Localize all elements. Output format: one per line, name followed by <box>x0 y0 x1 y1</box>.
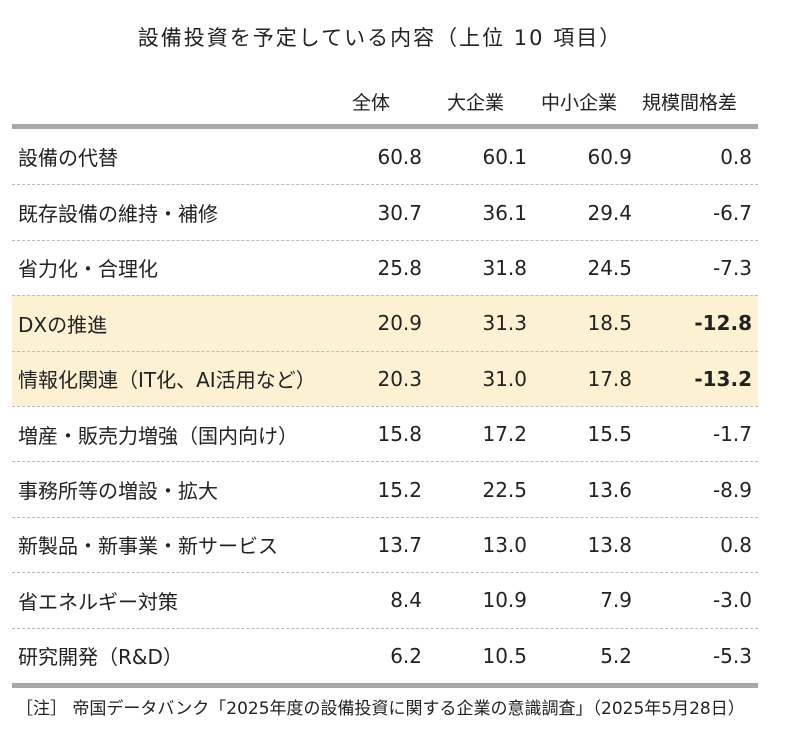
cell-value: 7.9 <box>600 588 632 613</box>
cell-value: 13.6 <box>587 477 632 502</box>
cell-value: -1.7 <box>712 422 752 447</box>
cell-value: -6.7 <box>712 200 752 225</box>
cell-value: 10.5 <box>482 643 527 668</box>
row-label: DXの推進 <box>18 312 108 337</box>
cell-value: 18.5 <box>587 311 632 336</box>
cell-value: 15.2 <box>377 477 422 502</box>
cell-value: -12.8 <box>694 311 752 336</box>
row-label: 事務所等の増設・拡大 <box>18 479 218 504</box>
header-all: 全体 <box>352 92 391 114</box>
table-title: 設備投資を予定している内容（上位 10 項目） <box>137 26 623 50</box>
cell-value: -13.2 <box>694 366 752 391</box>
cell-value: 60.1 <box>482 144 527 169</box>
table-row: 事務所等の増設・拡大 15.2 22.5 13.6 -8.9 <box>12 461 758 516</box>
cell-value: 30.7 <box>377 200 422 225</box>
cell-value: 0.8 <box>720 144 752 169</box>
table-row: 新製品・新事業・新サービス 13.7 13.0 13.8 0.8 <box>12 516 758 572</box>
table-row: 省力化・合理化 25.8 31.8 24.5 -7.3 <box>12 239 758 295</box>
cell-value: 31.8 <box>482 255 527 280</box>
row-label: 既存設備の維持・補修 <box>18 202 218 227</box>
cell-value: 13.8 <box>587 532 632 557</box>
header-sme: 中小企業 <box>541 92 618 114</box>
row-label: 省力化・合理化 <box>18 257 158 282</box>
cell-value: 20.3 <box>377 366 422 391</box>
table-row: 既存設備の維持・補修 30.7 36.1 29.4 -6.7 <box>12 184 758 239</box>
cell-value: 17.8 <box>587 366 632 391</box>
row-label: 設備の代替 <box>18 146 118 171</box>
cell-value: 24.5 <box>587 255 632 280</box>
row-label: 新製品・新事業・新サービス <box>18 534 278 559</box>
cell-value: 25.8 <box>377 255 422 280</box>
header-large: 大企業 <box>447 92 505 114</box>
cell-value: 5.2 <box>600 643 632 668</box>
cell-value: 31.3 <box>482 311 527 336</box>
cell-value: 15.8 <box>377 422 422 447</box>
cell-value: 13.7 <box>377 532 422 557</box>
cell-value: 17.2 <box>482 422 527 447</box>
cell-value: 6.2 <box>390 643 422 668</box>
cell-value: 22.5 <box>482 477 527 502</box>
cell-value: 60.8 <box>377 144 422 169</box>
row-label: 増産・販売力増強（国内向け） <box>18 423 298 448</box>
source-note: ［注］ 帝国データバンク「2025年度の設備投資に関する企業の意識調査」（202… <box>16 699 745 719</box>
cell-value: 10.9 <box>482 588 527 613</box>
cell-value: 0.8 <box>720 532 752 557</box>
table-row: 増産・販売力増強（国内向け） 15.8 17.2 15.5 -1.7 <box>12 405 758 461</box>
row-label: 研究開発（R&D） <box>18 645 183 670</box>
cell-value: -7.3 <box>712 255 752 280</box>
cell-value: -8.9 <box>712 477 752 502</box>
table-row: 研究開発（R&D） 6.2 10.5 5.2 -5.3 <box>12 627 758 683</box>
cell-value: 20.9 <box>377 311 422 336</box>
table-row: 省エネルギー対策 8.4 10.9 7.9 -3.0 <box>12 572 758 627</box>
cell-value: -5.3 <box>712 643 752 668</box>
cell-value: 13.0 <box>482 532 527 557</box>
row-label: 省エネルギー対策 <box>18 589 178 614</box>
cell-value: 36.1 <box>482 200 527 225</box>
cell-value: 8.4 <box>390 588 422 613</box>
table-row: 情報化関連（IT化、AI活用など） 20.3 31.0 17.8 -13.2 <box>12 350 758 406</box>
table-row: 設備の代替 60.8 60.1 60.9 0.8 <box>12 129 758 184</box>
row-label: 情報化関連（IT化、AI活用など） <box>18 368 316 393</box>
cell-value: 29.4 <box>587 200 632 225</box>
header-gap: 規模間格差 <box>642 92 738 114</box>
cell-value: 31.0 <box>482 366 527 391</box>
cell-value: 60.9 <box>587 144 632 169</box>
cell-value: -3.0 <box>712 588 752 613</box>
table-row: DXの推進 20.9 31.3 18.5 -12.8 <box>12 295 758 351</box>
cell-value: 15.5 <box>587 422 632 447</box>
data-table: 設備の代替 60.8 60.1 60.9 0.8 既存設備の維持・補修 30.7 36.1 29… <box>12 124 758 688</box>
